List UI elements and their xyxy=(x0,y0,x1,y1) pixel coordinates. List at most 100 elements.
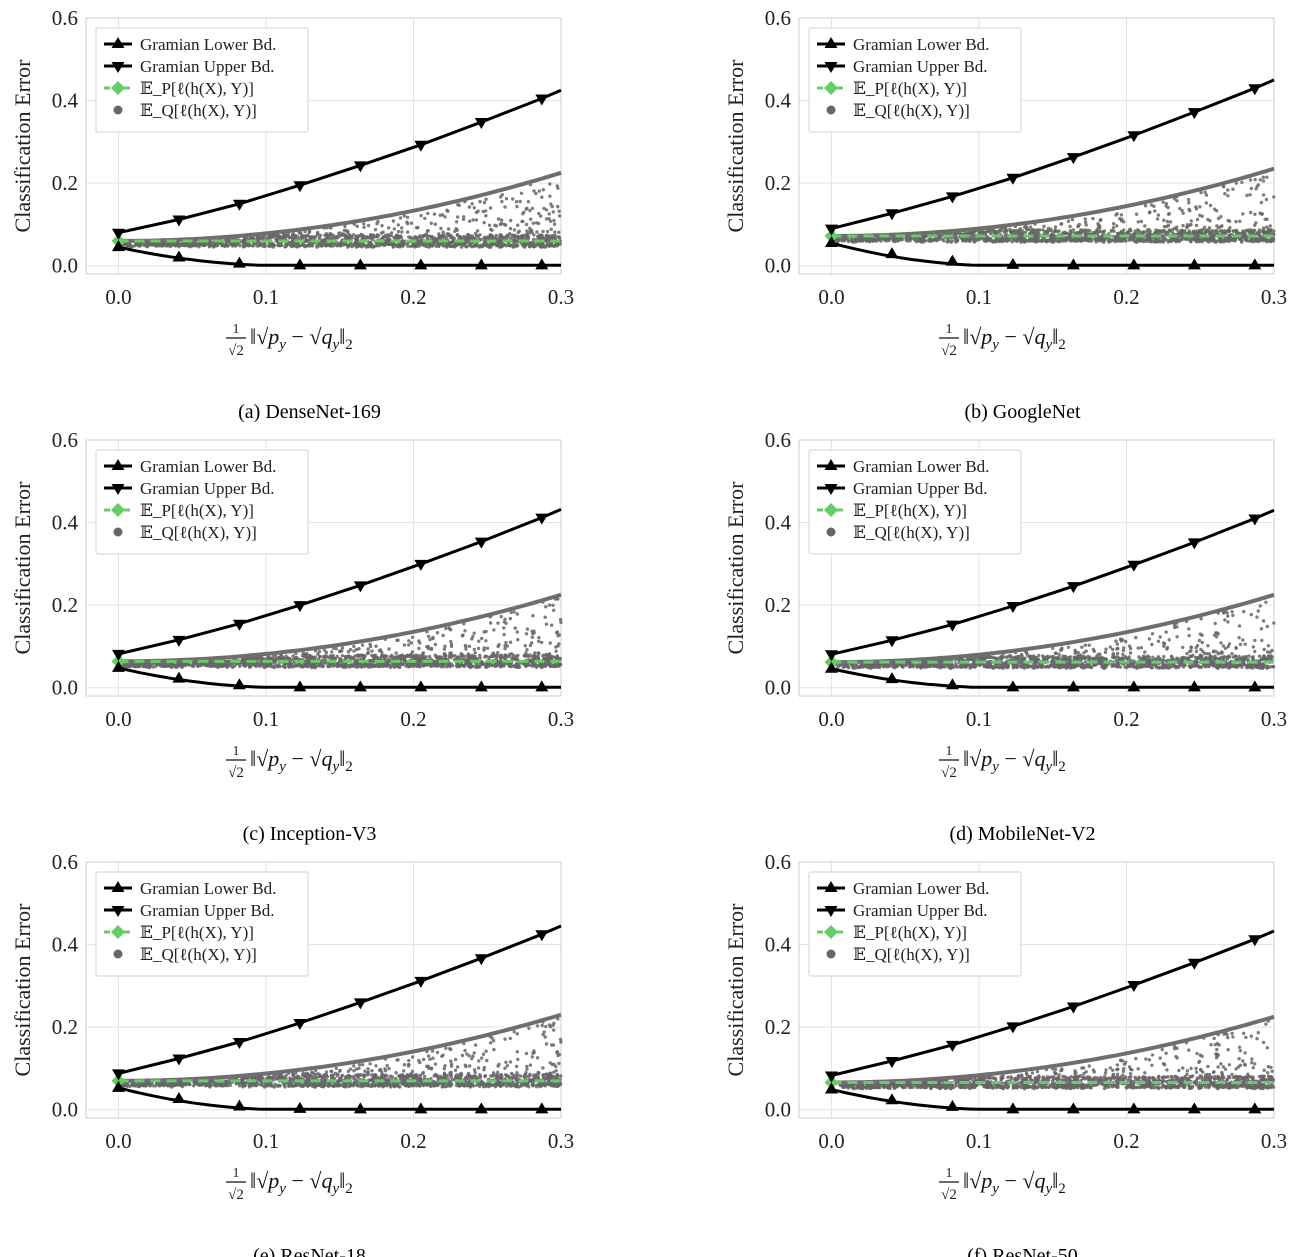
eq-point xyxy=(198,242,202,246)
eq-point xyxy=(1195,217,1200,222)
eq-point xyxy=(517,664,521,668)
eq-point xyxy=(389,653,394,658)
eq-point xyxy=(503,205,507,209)
eq-point xyxy=(502,632,506,637)
eq-point xyxy=(508,616,512,621)
eq-point xyxy=(544,605,548,609)
eq-point xyxy=(511,197,515,201)
eq-point xyxy=(921,238,925,242)
fraction-num: 1 xyxy=(946,322,953,337)
eq-point xyxy=(472,647,477,652)
eq-point xyxy=(429,646,434,651)
eq-point xyxy=(419,213,423,218)
eq-point xyxy=(347,235,352,240)
panel-caption: (a) DenseNet-169 xyxy=(238,401,381,423)
eq-point xyxy=(488,621,493,625)
eq-point xyxy=(192,662,196,666)
eq-point xyxy=(1053,225,1058,229)
eq-point xyxy=(179,665,184,669)
eq-point xyxy=(1089,239,1094,243)
eq-point xyxy=(1045,240,1049,244)
eq-point xyxy=(997,230,1001,234)
eq-point xyxy=(481,244,485,248)
eq-point xyxy=(1227,219,1232,223)
eq-point xyxy=(1189,219,1194,223)
eq-point xyxy=(278,234,282,239)
eq-point xyxy=(549,202,553,206)
eq-point xyxy=(1259,200,1264,205)
eq-point xyxy=(461,217,466,221)
y-axis-label: Classification Error xyxy=(10,481,35,655)
eq-point xyxy=(400,226,404,230)
eq-point xyxy=(480,237,484,241)
eq-point xyxy=(1065,236,1069,241)
eq-point xyxy=(373,227,378,232)
eq-point xyxy=(306,654,311,659)
eq-point xyxy=(296,234,300,239)
lower-bound-line xyxy=(118,245,561,267)
lower-bound-marker xyxy=(232,678,246,690)
eq-point xyxy=(174,664,178,668)
eq-point xyxy=(289,664,293,668)
eq-point xyxy=(1223,192,1227,196)
x-tick-label: 0.3 xyxy=(548,707,574,731)
lower-bound-marker xyxy=(172,671,186,683)
eq-point xyxy=(532,244,536,248)
eq-point xyxy=(442,647,447,651)
legend-label: 𝔼_Q[ℓ(h(X), Y)] xyxy=(140,101,257,120)
eq-point xyxy=(402,214,406,218)
eq-point xyxy=(255,244,259,248)
eq-point xyxy=(1136,220,1140,224)
legend-eq-marker xyxy=(826,105,836,115)
eq-point xyxy=(226,664,230,668)
eq-point xyxy=(441,633,445,638)
eq-point xyxy=(508,640,513,644)
eq-point xyxy=(365,235,369,239)
eq-point xyxy=(535,242,539,246)
eq-point xyxy=(544,208,549,212)
eq-point xyxy=(503,223,508,227)
eq-point xyxy=(394,664,398,668)
eq-point xyxy=(372,235,377,239)
eq-point xyxy=(366,650,371,655)
panel-caption: (d) MobileNet-V2 xyxy=(949,823,1095,845)
eq-point xyxy=(480,636,484,641)
legend: Gramian Lower Bd.Gramian Upper Bd.𝔼_P[ℓ(… xyxy=(95,449,309,555)
eq-point xyxy=(991,239,996,244)
eq-point xyxy=(488,206,493,210)
eq-point xyxy=(1119,213,1124,217)
eq-point xyxy=(556,634,560,638)
eq-point xyxy=(469,664,474,668)
eq-point xyxy=(1068,224,1072,229)
eq-point xyxy=(392,242,397,247)
eq-point xyxy=(870,238,874,242)
eq-point xyxy=(433,239,437,244)
eq-point xyxy=(382,243,386,248)
eq-point xyxy=(315,245,319,249)
eq-point xyxy=(1206,217,1210,222)
eq-point xyxy=(907,237,911,241)
eq-point xyxy=(464,647,468,651)
eq-point xyxy=(516,223,520,227)
eq-point xyxy=(1143,224,1147,228)
eq-point xyxy=(541,229,545,234)
eq-point xyxy=(254,664,258,668)
eq-point xyxy=(507,654,511,659)
eq-point xyxy=(193,240,198,245)
eq-point xyxy=(444,626,448,631)
eq-point xyxy=(385,241,389,246)
eq-point xyxy=(857,239,861,243)
x-tick-label: 0.1 xyxy=(966,707,992,731)
eq-point xyxy=(531,614,535,618)
eq-point xyxy=(406,643,411,647)
eq-point xyxy=(552,222,557,226)
eq-point xyxy=(402,239,407,243)
eq-point xyxy=(551,603,555,607)
eq-point xyxy=(1240,180,1244,185)
eq-point xyxy=(435,631,440,635)
eq-point xyxy=(558,656,562,661)
eq-point xyxy=(429,221,433,225)
eq-point xyxy=(324,654,328,658)
eq-point xyxy=(259,236,264,240)
eq-point xyxy=(879,239,883,243)
